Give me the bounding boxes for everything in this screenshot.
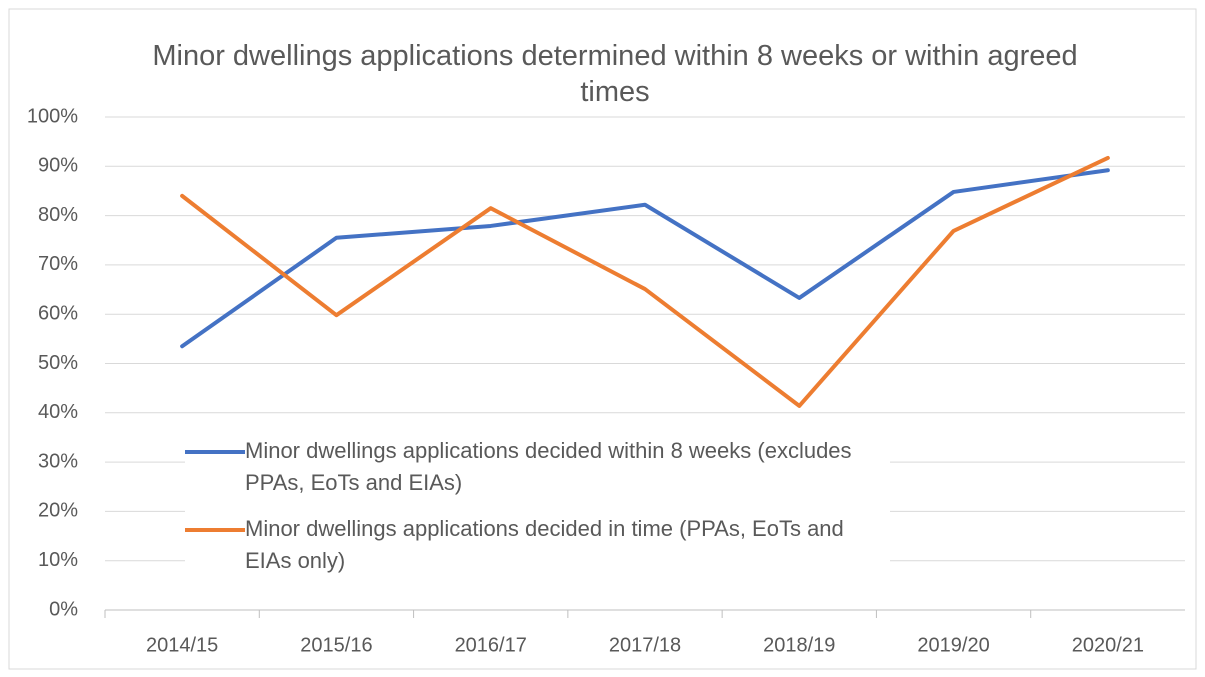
x-tick-label: 2020/21: [1072, 634, 1144, 656]
line-series: [180, 168, 1110, 349]
y-tick-label: 40%: [38, 401, 78, 423]
y-tick-label: 60%: [38, 302, 78, 324]
legend-label: Minor dwellings applications decided wit…: [245, 438, 852, 495]
legend-label: Minor dwellings applications decided in …: [245, 516, 844, 573]
line-series: [180, 155, 1110, 408]
y-tick-label: 30%: [38, 450, 78, 472]
y-tick-label: 20%: [38, 500, 78, 522]
chart-title: Minor dwellings applications determined …: [152, 40, 1078, 108]
y-tick-label: 80%: [38, 204, 78, 226]
legend-entry: Minor dwellings applications decided wit…: [185, 435, 890, 499]
x-tick-label: 2014/15: [146, 634, 218, 656]
x-tick-label: 2015/16: [300, 634, 372, 656]
x-tick-label: 2019/20: [917, 634, 989, 656]
y-tick-label: 0%: [49, 598, 78, 620]
legend: Minor dwellings applications decided wit…: [185, 425, 890, 597]
y-tick-label: 50%: [38, 352, 78, 374]
x-tick-label: 2017/18: [609, 634, 681, 656]
legend-swatch: [185, 450, 245, 454]
y-tick-label: 100%: [27, 105, 78, 127]
x-tick-label: 2016/17: [455, 634, 527, 656]
x-tick-label: 2018/19: [763, 634, 835, 656]
y-tick-label: 70%: [38, 253, 78, 275]
legend-swatch: [185, 528, 245, 532]
y-tick-label: 10%: [38, 549, 78, 571]
y-tick-label: 90%: [38, 155, 78, 177]
legend-entry: Minor dwellings applications decided in …: [185, 513, 890, 577]
chart-border: [8, 8, 1197, 670]
